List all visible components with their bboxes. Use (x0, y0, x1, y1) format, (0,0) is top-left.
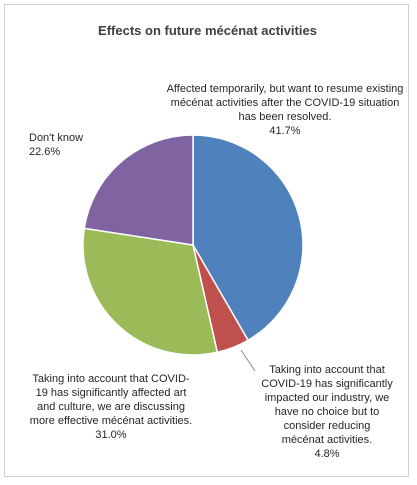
pie-slice-3 (82, 227, 219, 356)
pie-slice-1 (192, 134, 304, 342)
chart-title: Effects on future mécénat activities (98, 23, 317, 38)
label-slice-4: Don't know 22.6% (29, 132, 84, 158)
label-slice-2: Taking into account that COVID-19 has si… (261, 364, 393, 460)
leader-line-slice-2 (240, 349, 256, 372)
pie-slice-4 (83, 134, 194, 246)
pie-chart (82, 134, 304, 372)
label-slice-1: Affected temporarily, but want to resume… (166, 83, 404, 137)
label-slice-3: Taking into account that COVID-19 has si… (29, 373, 193, 441)
chart-frame: Effects on future mécénat activities Aff… (4, 4, 409, 477)
